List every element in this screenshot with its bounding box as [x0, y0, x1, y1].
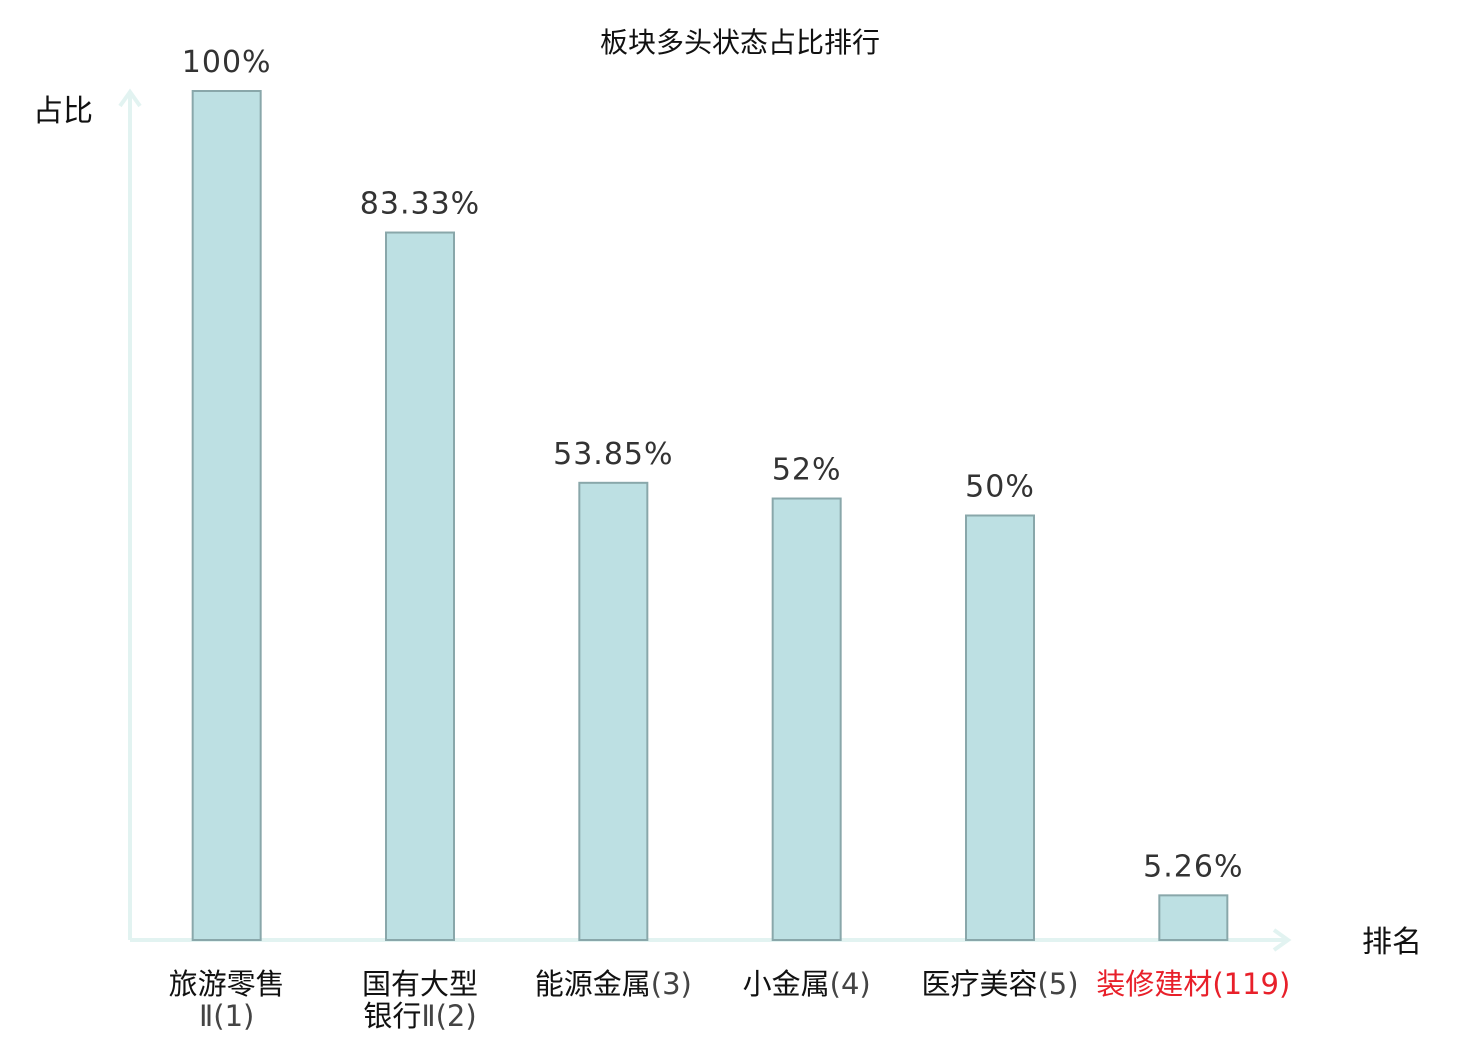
bar-3 [578, 481, 649, 941]
value-label-6: 5.26% [1143, 849, 1243, 884]
category-rank: (3) [651, 967, 692, 1001]
category-rank: (4) [830, 967, 871, 1001]
bar-6 [1158, 894, 1229, 941]
value-label-2: 83.33% [360, 187, 480, 222]
category-name: 小金属 [743, 967, 830, 1001]
category-label-1-line-1: 旅游零售 [169, 967, 285, 1001]
value-label-1: 100% [182, 45, 272, 80]
category-name: 装修建材 [1096, 967, 1212, 1001]
value-label-3: 53.85% [553, 437, 673, 472]
x-axis-label: 排名 [1362, 925, 1422, 960]
category-label-2-line-2: 银行Ⅱ(2) [363, 999, 476, 1033]
category-rank: (119) [1212, 967, 1290, 1001]
category-rank: (5) [1037, 967, 1078, 1001]
x-axis-arrow [1272, 928, 1292, 952]
value-label-5: 50% [965, 470, 1035, 505]
category-label-3-line-1: 能源金属(3) [535, 967, 692, 1001]
y-axis-arrow [118, 88, 142, 108]
chart-title: 板块多头状态占比排行 [600, 26, 880, 59]
bar-series [191, 90, 1229, 941]
bar-4 [771, 497, 842, 941]
value-labels: 100% 83.33% 53.85% 52% 50% 5.26% [182, 45, 1243, 884]
bar-5 [965, 514, 1035, 941]
category-label-2-line-1: 国有大型 [362, 967, 478, 1001]
category-name: 旅游零售 [169, 967, 285, 1001]
category-name: 能源金属 [535, 967, 651, 1001]
y-axis-label: 占比 [33, 94, 93, 129]
category-rank: Ⅱ(2) [421, 999, 476, 1033]
category-label-4-line-1: 小金属(4) [743, 967, 871, 1001]
y-axis: 占比 [33, 88, 142, 940]
category-label-6-line-1: 装修建材(119) [1096, 967, 1290, 1001]
category-name: 医疗美容 [921, 967, 1037, 1001]
bar-2 [385, 231, 455, 941]
category-rank: Ⅱ(1) [199, 999, 254, 1033]
category-name: 银行 [363, 999, 421, 1033]
bar-1 [191, 90, 262, 941]
category-label-1-line-2: Ⅱ(1) [199, 999, 254, 1033]
x-axis: 排名 [130, 925, 1422, 960]
category-label-5-line-1: 医疗美容(5) [921, 967, 1078, 1001]
value-label-4: 52% [772, 453, 842, 488]
category-name: 国有大型 [362, 967, 478, 1001]
